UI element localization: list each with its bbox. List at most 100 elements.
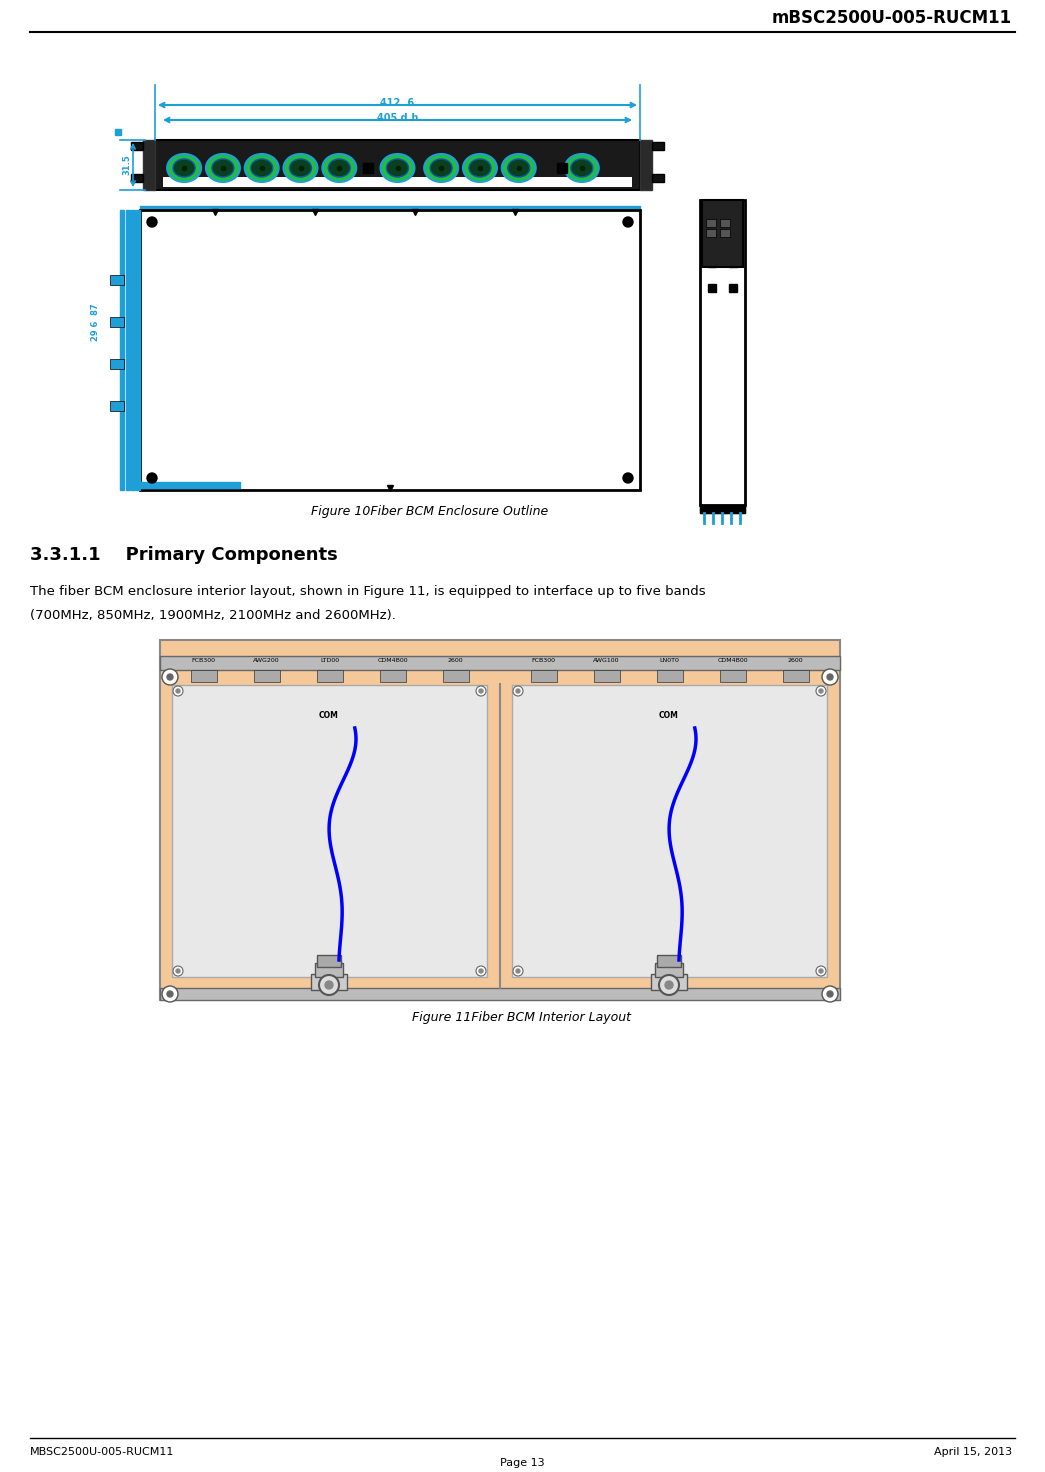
Bar <box>442 670 468 682</box>
Circle shape <box>319 974 339 995</box>
Bar <box>702 200 743 266</box>
Text: AWG200: AWG200 <box>253 658 280 662</box>
Ellipse shape <box>469 159 491 177</box>
Circle shape <box>162 668 178 684</box>
Bar <box>315 963 343 977</box>
Bar <box>700 505 745 514</box>
Text: 2600: 2600 <box>447 658 463 662</box>
Bar <box>700 200 745 505</box>
Bar <box>110 359 124 369</box>
Text: AWG100: AWG100 <box>594 658 620 662</box>
Ellipse shape <box>167 155 201 183</box>
Bar <box>656 670 682 682</box>
Circle shape <box>827 674 833 680</box>
Circle shape <box>822 668 838 684</box>
Text: mBSC2500U-005-RUCM11: mBSC2500U-005-RUCM11 <box>772 9 1012 26</box>
Bar <box>143 140 155 190</box>
Bar <box>706 228 716 237</box>
Circle shape <box>516 689 520 693</box>
Circle shape <box>623 216 633 227</box>
Bar <box>140 206 640 212</box>
Text: Figure 11Fiber BCM Interior Layout: Figure 11Fiber BCM Interior Layout <box>413 1011 631 1025</box>
Text: COM: COM <box>319 711 339 720</box>
Bar <box>720 219 730 227</box>
Circle shape <box>819 969 823 973</box>
Bar <box>131 174 143 183</box>
Text: 405 d.h: 405 d.h <box>377 113 418 124</box>
Bar <box>379 670 405 682</box>
Ellipse shape <box>463 155 497 183</box>
Bar <box>110 275 124 286</box>
Text: 412. 6: 412. 6 <box>380 99 415 107</box>
Bar <box>700 505 745 514</box>
Bar <box>136 210 140 490</box>
Ellipse shape <box>502 155 536 183</box>
Bar <box>126 210 130 490</box>
Bar <box>709 284 716 291</box>
Ellipse shape <box>380 155 415 183</box>
Bar <box>160 988 840 999</box>
Ellipse shape <box>251 159 273 177</box>
Circle shape <box>479 689 483 693</box>
Bar <box>640 140 652 190</box>
Bar <box>254 670 279 682</box>
Bar <box>140 210 640 490</box>
Text: The fiber BCM enclosure interior layout, shown in Figure 11, is equipped to inte: The fiber BCM enclosure interior layout,… <box>30 586 705 599</box>
Circle shape <box>162 986 178 1002</box>
Text: FCB300: FCB300 <box>532 658 556 662</box>
Bar <box>160 657 840 670</box>
Circle shape <box>822 986 838 1002</box>
Bar <box>160 640 840 999</box>
Text: LN0T0: LN0T0 <box>659 658 679 662</box>
Bar <box>729 284 737 291</box>
Bar <box>657 955 681 967</box>
Bar <box>720 228 730 237</box>
Bar <box>317 955 341 967</box>
Circle shape <box>173 966 183 976</box>
Bar <box>131 210 135 490</box>
Circle shape <box>827 991 833 997</box>
Bar <box>155 140 640 190</box>
Bar <box>120 210 124 490</box>
Circle shape <box>147 216 157 227</box>
Circle shape <box>513 686 522 696</box>
Ellipse shape <box>206 155 240 183</box>
Text: COM: COM <box>659 711 679 720</box>
Bar <box>651 974 687 991</box>
Bar <box>131 141 143 150</box>
Ellipse shape <box>387 159 409 177</box>
Bar <box>110 400 124 411</box>
Circle shape <box>665 980 673 989</box>
Bar <box>115 130 121 135</box>
Text: 3.3.1.1    Primary Components: 3.3.1.1 Primary Components <box>30 546 338 564</box>
Bar <box>364 163 373 174</box>
Circle shape <box>176 689 180 693</box>
Ellipse shape <box>564 155 599 183</box>
Circle shape <box>513 966 522 976</box>
Ellipse shape <box>328 159 350 177</box>
Bar <box>652 174 664 183</box>
Circle shape <box>173 686 183 696</box>
Circle shape <box>167 674 173 680</box>
Bar <box>729 259 737 266</box>
Text: FCB300: FCB300 <box>191 658 215 662</box>
Circle shape <box>816 966 826 976</box>
Bar <box>531 670 557 682</box>
Text: Figure 10Fiber BCM Enclosure Outline: Figure 10Fiber BCM Enclosure Outline <box>311 505 549 518</box>
Bar <box>163 177 632 187</box>
Text: Page 13: Page 13 <box>500 1457 544 1468</box>
Text: 2600: 2600 <box>788 658 804 662</box>
Bar <box>110 316 124 327</box>
Ellipse shape <box>322 155 356 183</box>
Ellipse shape <box>283 155 318 183</box>
Circle shape <box>816 686 826 696</box>
Ellipse shape <box>508 159 530 177</box>
Bar <box>557 163 567 174</box>
Text: (700MHz, 850MHz, 1900MHz, 2100MHz and 2600MHz).: (700MHz, 850MHz, 1900MHz, 2100MHz and 26… <box>30 608 396 621</box>
Text: CDM4B00: CDM4B00 <box>377 658 408 662</box>
Ellipse shape <box>431 159 452 177</box>
Text: LTD00: LTD00 <box>320 658 339 662</box>
Bar <box>783 670 809 682</box>
Circle shape <box>176 969 180 973</box>
Bar <box>190 670 216 682</box>
